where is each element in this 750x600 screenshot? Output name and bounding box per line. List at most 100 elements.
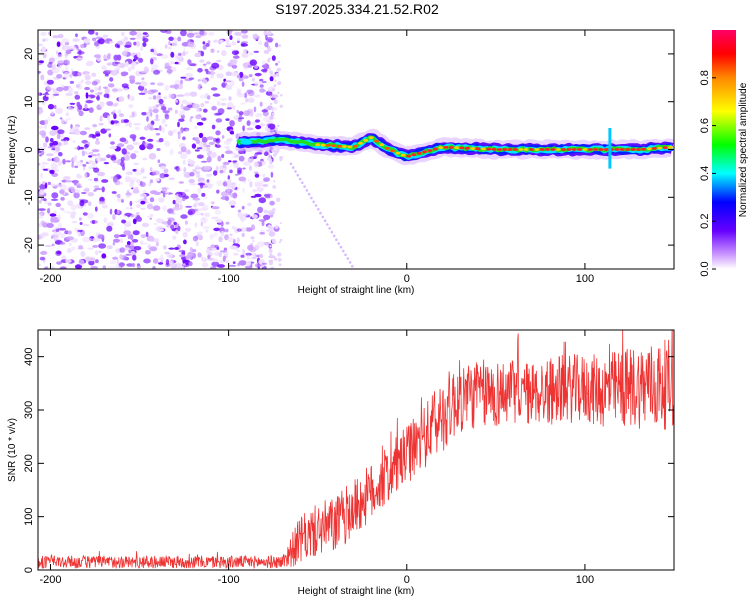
noise-speck [60,197,65,201]
noise-speck [254,182,261,188]
noise-speck [273,257,278,261]
noise-speck [164,65,173,70]
noise-speck [180,30,187,37]
snr-x-ticks: -200 -100 0 100 [39,330,594,586]
noise-speck [241,232,245,238]
noise-speck [190,193,199,199]
noise-speck [215,130,221,136]
noise-speck [251,214,258,219]
noise-speck [164,84,169,92]
signal-core [507,148,513,151]
noise-speck [176,94,185,97]
noise-speck [251,79,255,82]
noise-speck [160,54,169,59]
y-tick-label: 300 [23,401,35,419]
noise-speck [38,223,42,227]
snr-series-line [38,330,674,570]
noise-speck [187,59,192,65]
figure-title: S197.2025.334.21.52.R02 [275,1,439,17]
signal-core [534,148,540,151]
noise-speck [162,192,166,198]
noise-speck [139,136,146,140]
noise-speck [166,68,173,74]
noise-speck [82,166,86,171]
noise-speck [195,170,200,175]
noise-speck [156,229,165,232]
noise-speck [117,193,121,199]
spectrogram-y-axis-label: Frequency (Hz) [7,116,18,185]
noise-speck [265,229,274,232]
noise-speck [112,214,116,220]
noise-speck [210,48,215,53]
noise-speck [168,177,175,181]
noise-speck [149,246,158,252]
noise-speck [195,35,202,39]
noise-speck [259,101,263,107]
noise-speck [84,127,91,130]
noise-speck [180,214,188,219]
noise-speck [219,259,225,264]
noise-speck [67,186,75,193]
noise-speck [278,44,281,47]
noise-speck [204,68,209,72]
noise-speck [113,113,117,120]
noise-speck [67,105,71,109]
noise-speck [201,117,207,121]
noise-speck [201,217,206,222]
noise-speck [182,159,186,165]
noise-speck [112,256,118,260]
noise-speck [237,209,241,213]
noise-speck [159,125,162,132]
noise-speck [210,248,217,252]
noise-speck [157,159,161,163]
noise-speck [132,142,140,146]
noise-speck [222,255,226,262]
noise-speck [277,91,280,94]
noise-speck [211,206,220,210]
noise-speck [225,221,230,225]
noise-speck [81,150,85,157]
noise-speck [139,181,146,187]
noise-speck [85,80,92,85]
noise-speck [261,109,268,113]
noise-speck [125,194,131,199]
noise-speck [199,30,205,36]
noise-speck [113,109,116,113]
noise-speck [72,140,76,143]
noise-speck [53,156,60,163]
noise-speck [75,57,83,60]
noise-speck [67,200,74,207]
noise-speck [48,57,56,63]
noise-speck [177,83,184,90]
noise-speck [132,168,137,172]
noise-speck [277,81,282,86]
noise-speck [106,225,113,232]
noise-speck [263,177,271,182]
noise-speck [76,101,81,107]
noise-speck [160,30,168,33]
noise-speck [211,124,216,130]
noise-speck [247,97,255,103]
noise-speck [246,120,251,126]
noise-speck [245,227,253,232]
noise-speck [157,262,164,265]
noise-speck [269,252,273,256]
noise-speck [158,197,165,203]
noise-speck [261,262,267,265]
noise-speck [167,107,173,111]
noise-speck [215,138,219,142]
noise-speck [203,79,208,84]
noise-speck [209,233,214,240]
noise-speck [259,160,267,163]
noise-speck [40,251,48,255]
noise-speck [142,176,147,179]
noise-speck [217,155,222,162]
noise-speck [49,142,53,147]
signal-core [432,147,438,151]
signal-core [636,148,641,151]
noise-speck [99,101,105,108]
noise-speck [251,239,255,243]
noise-speck [267,47,272,52]
noise-speck [73,179,77,185]
noise-speck [55,228,60,232]
